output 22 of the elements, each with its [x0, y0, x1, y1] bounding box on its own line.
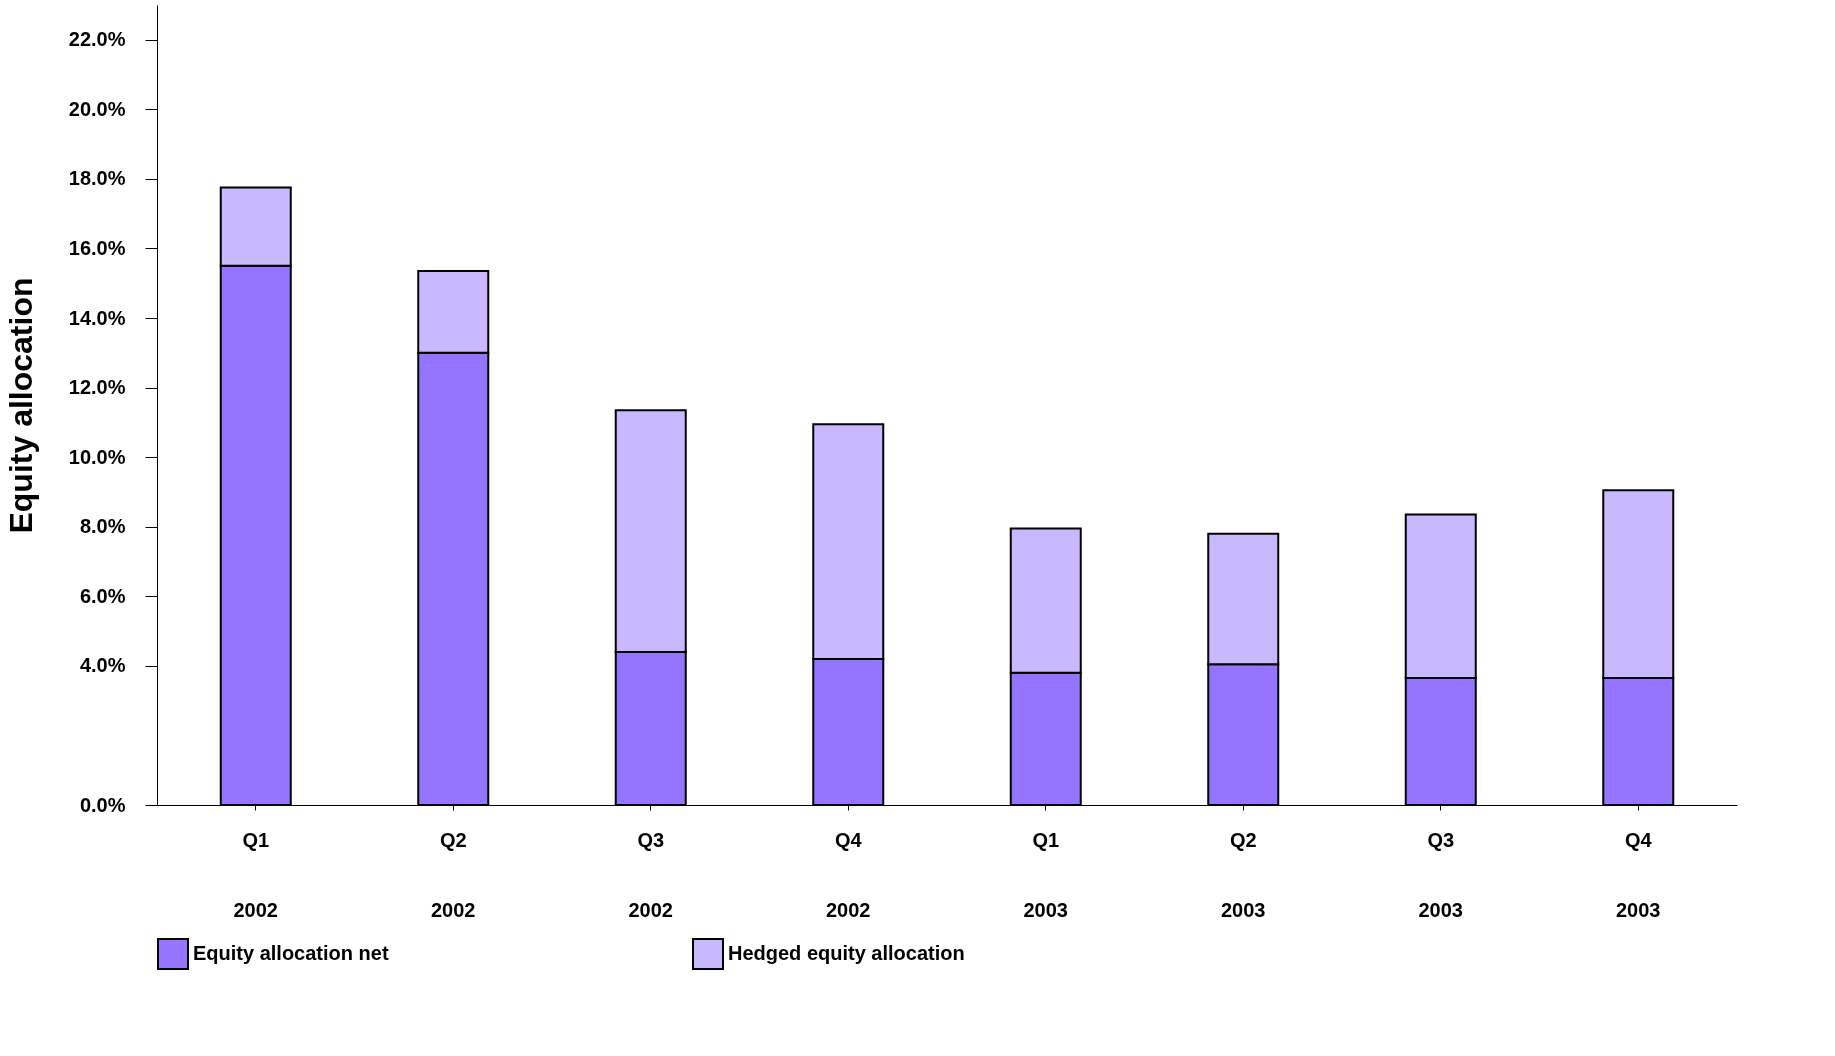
- category-label: Q1 2002: [233, 828, 278, 921]
- y-tick-label: 0.0%: [79, 793, 126, 816]
- y-axis-title: Equity allocation: [2, 277, 39, 534]
- y-tick-label: 8.0%: [79, 515, 126, 538]
- legend-label: Hedged equity allocation: [728, 942, 965, 964]
- category-label: Q1 2003: [1023, 828, 1068, 921]
- category-label: Q3 2003: [1418, 828, 1463, 921]
- legend-label: Equity allocation net: [193, 942, 389, 964]
- y-tick-label: 6.0%: [79, 584, 126, 607]
- y-tick-label: 18.0%: [68, 167, 126, 190]
- category-label: Q4 2002: [826, 828, 871, 921]
- y-tick-label: 12.0%: [68, 376, 126, 399]
- y-tick-label: 14.0%: [68, 306, 126, 329]
- y-tick-label: 10.0%: [68, 445, 126, 468]
- y-tick-label: 4.0%: [79, 654, 126, 677]
- category-label: Q2 2003: [1221, 828, 1266, 921]
- y-tick-label: 20.0%: [68, 97, 126, 120]
- category-label: Q2 2002: [431, 828, 476, 921]
- y-tick-label: 16.0%: [68, 236, 126, 259]
- category-label: Q3 2002: [628, 828, 673, 921]
- category-label: Q4 2003: [1616, 828, 1661, 921]
- y-tick-label: 22.0%: [68, 28, 126, 51]
